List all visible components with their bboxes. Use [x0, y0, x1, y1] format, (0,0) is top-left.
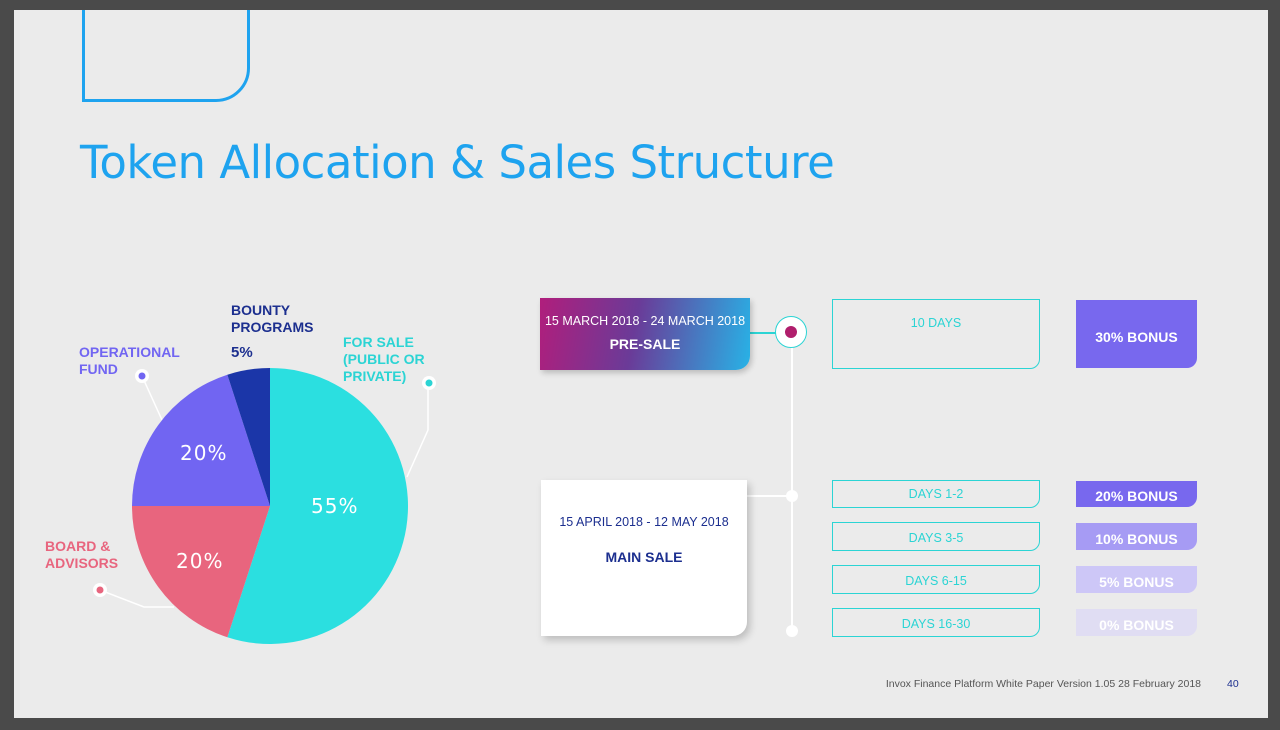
leader-line: [406, 383, 429, 478]
tier-days-box: DAYS 1-2: [832, 480, 1040, 508]
mainsale-card: 15 APRIL 2018 - 12 MAY 2018 MAIN SALE: [541, 480, 747, 636]
page-title: Token Allocation & Sales Structure: [80, 136, 835, 189]
mainsale-connector: [747, 495, 793, 497]
leader-line: [99, 589, 174, 608]
pie-slices: [132, 368, 409, 644]
pie-leader-lines: [93, 369, 436, 608]
tier-bonus-box: 0% BONUS: [1076, 609, 1197, 636]
leader-dot-center: [96, 586, 104, 594]
presale-bonus-box: 30% BONUS: [1076, 300, 1197, 368]
footer-text: Invox Finance Platform White Paper Versi…: [885, 678, 1201, 690]
presale-connector: [750, 332, 776, 334]
pie-slice: [132, 506, 270, 638]
legend-for-sale: FOR SALE (PUBLIC OR PRIVATE): [343, 334, 425, 384]
presale-card: 15 MARCH 2018 - 24 MARCH 2018 PRE-SALE: [540, 298, 750, 370]
tier-bonus-box: 20% BONUS: [1076, 481, 1197, 507]
page-number: 40: [1227, 678, 1239, 690]
mainsale-dates: 15 APRIL 2018 - 12 MAY 2018: [559, 515, 729, 529]
tier-days-box: DAYS 16-30: [832, 608, 1040, 637]
pie-slice: [132, 374, 270, 506]
corner-decoration: [82, 10, 250, 102]
pie-chart: [93, 368, 436, 644]
timeline-dot: [786, 625, 798, 637]
presale-duration-box: 10 DAYS: [832, 299, 1040, 369]
pie-slice: [227, 368, 409, 644]
timeline-line: [791, 345, 793, 631]
tier-days-box: DAYS 3-5: [832, 522, 1040, 551]
timeline-presale-dot: [785, 326, 797, 338]
legend-bounty-pct: 5%: [231, 344, 253, 361]
legend-bounty: BOUNTY PROGRAMS: [231, 302, 314, 335]
slice-pct-for-sale: 55%: [311, 494, 359, 518]
tier-bonus-box: 10% BONUS: [1076, 523, 1197, 550]
leader-dot-center: [138, 372, 146, 380]
pie-slice: [227, 368, 270, 506]
slide: Token Allocation & Sales Structure 55% 2…: [14, 10, 1268, 718]
slice-pct-board: 20%: [176, 549, 224, 573]
leader-line: [141, 375, 163, 421]
legend-board: BOARD & ADVISORS: [45, 538, 119, 571]
mainsale-name: MAIN SALE: [605, 549, 683, 565]
timeline-dot: [786, 490, 798, 502]
legend-operational: OPERATIONAL FUND: [79, 344, 180, 377]
leader-dot-center: [425, 379, 433, 387]
tier-days-box: DAYS 6-15: [832, 565, 1040, 594]
presale-name: PRE-SALE: [609, 336, 681, 352]
tier-bonus-box: 5% BONUS: [1076, 566, 1197, 593]
presale-dates: 15 MARCH 2018 - 24 MARCH 2018: [544, 314, 746, 328]
slice-pct-operational: 20%: [180, 441, 228, 465]
